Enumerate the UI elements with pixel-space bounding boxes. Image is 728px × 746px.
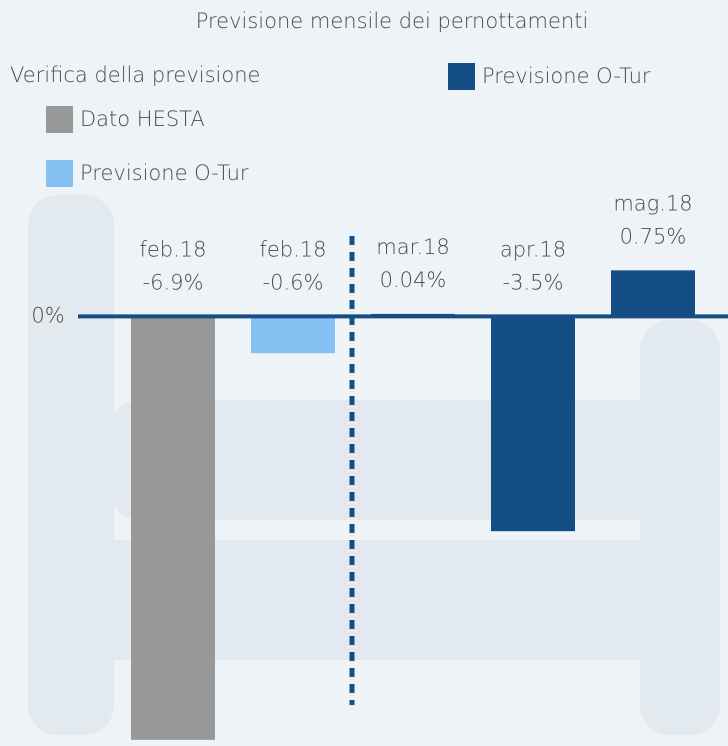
- chart: Previsione mensile dei pernottamenti Ver…: [0, 0, 728, 746]
- bar: [611, 270, 695, 316]
- bar: [131, 316, 215, 739]
- value-label: -3.5%: [503, 270, 564, 294]
- legend-swatch: [46, 160, 73, 187]
- bar: [491, 316, 575, 531]
- category-label: feb.18: [259, 237, 326, 261]
- bar: [251, 316, 335, 353]
- category-label: mar.18: [376, 235, 449, 259]
- category-label: feb.18: [139, 237, 206, 261]
- value-label: 0.04%: [380, 268, 447, 292]
- chart-title: Previsione mensile dei pernottamenti: [196, 9, 589, 33]
- value-label: -6.9%: [143, 270, 204, 294]
- category-label: apr.18: [500, 237, 566, 261]
- legend-label: Previsione O-Tur: [482, 64, 651, 88]
- legend-swatch: [46, 106, 73, 133]
- category-label: mag.18: [613, 191, 692, 215]
- value-label: -0.6%: [263, 270, 324, 294]
- legend-label: Previsione O-Tur: [80, 161, 249, 185]
- legend-swatch: [448, 63, 475, 90]
- value-label: 0.75%: [620, 224, 687, 248]
- legend-group-title: Verifica della previsione: [10, 63, 260, 87]
- y-tick-label: 0%: [31, 303, 64, 327]
- legend-label: Dato HESTA: [80, 107, 205, 131]
